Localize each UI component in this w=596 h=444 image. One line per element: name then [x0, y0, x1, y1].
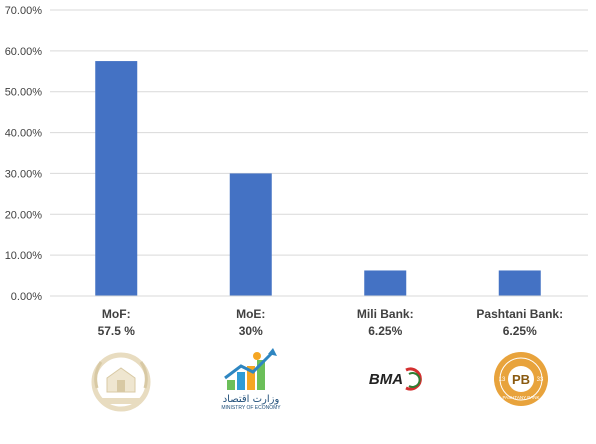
- pb-logo-text: PB: [512, 372, 530, 387]
- category-label-value: 57.5 %: [98, 324, 136, 338]
- category-label-value: 30%: [239, 324, 263, 338]
- category-labels: MoF: 57.5 % MoE: 30% Mili Bank: 6.25% Pashtani…: [98, 307, 564, 338]
- y-tick-label: 0.00%: [11, 291, 42, 303]
- y-tick-label: 50.00%: [5, 87, 43, 99]
- category-label-name: Pashtani Bank:: [476, 307, 563, 321]
- y-tick-label: 40.00%: [5, 128, 43, 140]
- afghanistan-emblem-icon: [91, 352, 151, 412]
- pb-logo-year-right: 33: [537, 377, 544, 383]
- y-tick-label: 70.00%: [5, 5, 43, 17]
- y-tick-label: 20.00%: [5, 209, 43, 221]
- category-label-name: MoE:: [236, 307, 265, 321]
- category-label-name: Mili Bank:: [357, 307, 414, 321]
- category-label-value: 6.25%: [503, 324, 537, 338]
- category-label-name: MoF:: [102, 307, 131, 321]
- bar: [229, 173, 272, 296]
- pashtani-bank-logo-icon: PB 13 33 PASHTANY BANK: [494, 352, 548, 406]
- bars: [95, 61, 541, 297]
- bar: [498, 270, 541, 296]
- pb-logo-ring-text: PASHTANY BANK: [502, 395, 539, 400]
- bma-logo-text: BMA: [369, 371, 403, 388]
- moe-logo-subtext: MINISTRY OF ECONOMY: [221, 405, 281, 411]
- bar: [364, 270, 407, 296]
- y-tick-label: 60.00%: [5, 46, 43, 58]
- y-tick-label: 10.00%: [5, 250, 43, 262]
- bma-bank-logo-icon: BMA: [369, 367, 422, 391]
- y-axis-tick-labels: 0.00% 10.00% 20.00% 30.00% 40.00% 50.00% 60.00…: [5, 5, 43, 303]
- moe-logo-text: وزارت اقتصاد: [223, 394, 280, 405]
- bar: [95, 61, 138, 297]
- grid-lines: [50, 9, 588, 256]
- ministry-of-economy-logo-icon: وزارت اقتصاد MINISTRY OF ECONOMY: [221, 348, 281, 411]
- category-label-value: 6.25%: [368, 324, 402, 338]
- pb-logo-year-left: 13: [499, 377, 506, 383]
- y-tick-label: 30.00%: [5, 168, 43, 180]
